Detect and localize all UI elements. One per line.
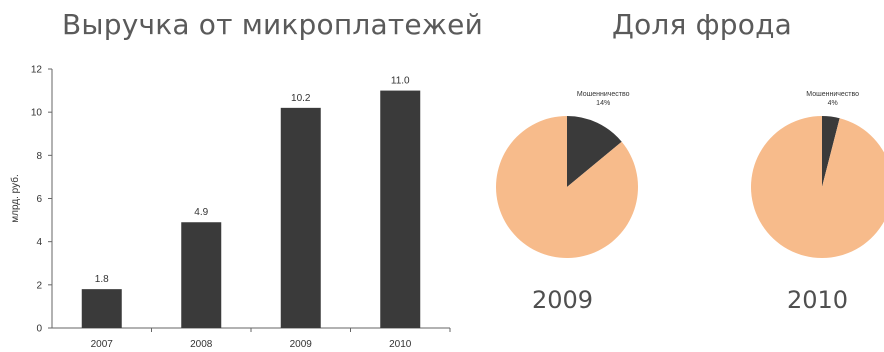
x-tick-label: 2010 (389, 339, 412, 350)
y-tick-label: 8 (36, 151, 42, 162)
pie-2009-slice-value: 14% (596, 100, 610, 107)
x-tick-label: 2008 (190, 339, 213, 350)
pie-2010-year-label: 2010 (787, 286, 849, 314)
pie-2009-slice-other (496, 116, 638, 258)
bar-chart-title: Выручка от микроплатежей (62, 8, 483, 41)
bar-2009 (280, 107, 321, 328)
pie-2010-slice-fraud (822, 116, 840, 187)
y-tick-label: 6 (36, 194, 42, 205)
bar-data-label: 10.2 (291, 93, 311, 104)
pie-2010-slice-name: Мошенничество (806, 91, 859, 98)
bar-data-label: 4.9 (194, 207, 208, 218)
pie-2010-slice-other (751, 116, 884, 258)
pie-2009-slice-fraud (567, 116, 622, 187)
pie-2009-year-label: 2009 (532, 286, 594, 314)
bar-data-label: 1.8 (95, 274, 109, 285)
y-tick-label: 10 (31, 108, 43, 119)
y-tick-label: 4 (36, 237, 42, 248)
bar-2008 (181, 222, 222, 328)
pie-2009-slice-name: Мошенничество (577, 91, 630, 98)
pie-2010-slice-value: 4% (828, 100, 838, 107)
y-tick-label: 2 (36, 280, 42, 291)
bar-2007 (81, 289, 122, 328)
x-tick-label: 2007 (91, 339, 114, 350)
y-tick-label: 0 (36, 324, 42, 335)
x-tick-label: 2009 (290, 339, 313, 350)
bar-2010 (380, 90, 421, 328)
bar-data-label: 11.0 (391, 76, 410, 87)
pie-chart-title: Доля фрода (612, 8, 793, 41)
y-axis-label: млрд. руб. (9, 174, 21, 223)
y-tick-label: 12 (31, 65, 43, 76)
